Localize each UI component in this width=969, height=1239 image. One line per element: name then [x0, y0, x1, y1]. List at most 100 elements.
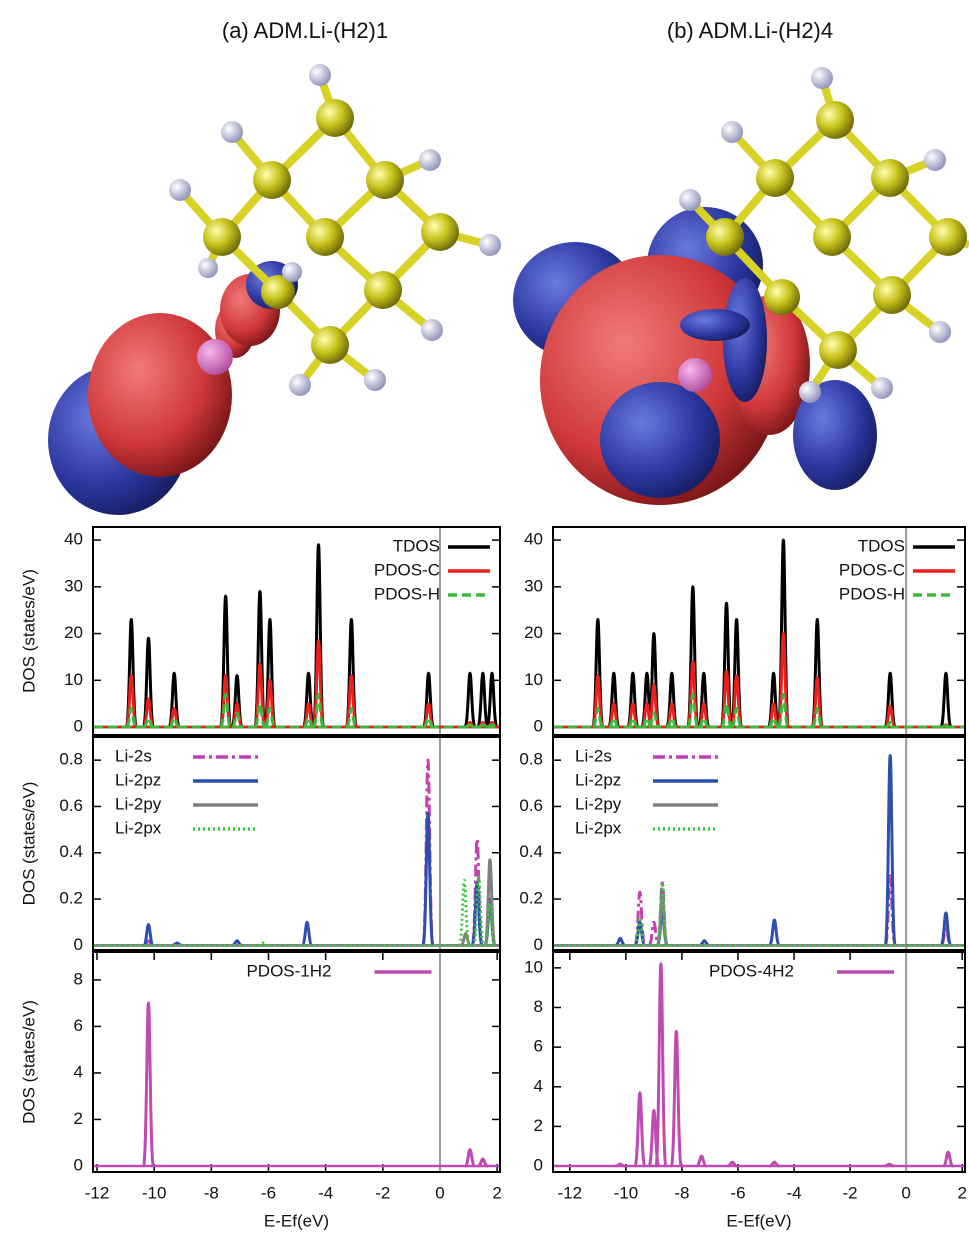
peak — [885, 756, 895, 946]
x-tick-label: 0 — [435, 1183, 444, 1202]
x-tick-label: -4 — [786, 1183, 801, 1202]
y-tick-label: 20 — [524, 623, 543, 642]
y-tick-label: 10 — [524, 670, 543, 689]
peak — [635, 1093, 645, 1166]
y-tick-label: 0.8 — [59, 750, 83, 769]
y-tick-label: 4 — [534, 1076, 543, 1095]
y-tick-label: 20 — [64, 623, 83, 642]
y-tick-label: 4 — [74, 1062, 83, 1081]
x-tick-label: -10 — [614, 1183, 639, 1202]
peak — [697, 1156, 707, 1166]
x-tick-label: -12 — [85, 1183, 110, 1202]
legend-label: PDOS-H — [839, 584, 905, 603]
peak — [671, 1031, 681, 1166]
series — [94, 1003, 499, 1166]
plot-frame — [93, 952, 500, 1172]
y-tick-label: 0.4 — [519, 842, 543, 861]
x-tick-label: -6 — [730, 1183, 745, 1202]
series — [554, 964, 964, 1166]
legend-label: PDOS-C — [374, 560, 440, 579]
plot-frame — [553, 952, 965, 1172]
legend-label: Li-2s — [115, 746, 152, 765]
x-tick-label: -2 — [375, 1183, 390, 1202]
molecule-a — [48, 64, 501, 515]
legend-label: TDOS — [858, 536, 905, 555]
legend-label: Li-2s — [575, 746, 612, 765]
y-tick-label: 10 — [64, 670, 83, 689]
y-tick-label: 6 — [534, 1037, 543, 1056]
y-tick-label: 8 — [74, 969, 83, 988]
peak — [769, 920, 779, 945]
legend-label: PDOS-C — [839, 560, 905, 579]
legend-label: Li-2pz — [575, 770, 621, 789]
peak — [465, 673, 475, 727]
x-tick-label: -8 — [674, 1183, 689, 1202]
plot-frame — [93, 527, 500, 735]
peak — [487, 673, 497, 727]
x-tick-label: 2 — [957, 1183, 966, 1202]
series — [94, 876, 499, 945]
x-tick-label: -2 — [843, 1183, 858, 1202]
legend-label: Li-2py — [575, 794, 622, 813]
series — [94, 694, 499, 727]
legend-label: PDOS-4H2 — [709, 961, 794, 980]
series — [554, 894, 964, 945]
peak — [656, 964, 666, 1166]
x-tick-label: -10 — [142, 1183, 167, 1202]
y-tick-label: 40 — [64, 530, 83, 549]
y-tick-label: 0.6 — [519, 796, 543, 815]
y-tick-label: 0 — [74, 717, 83, 736]
legend-label: Li-2pz — [115, 770, 161, 789]
plot-frame — [93, 737, 500, 950]
y-tick-label: 0.4 — [59, 842, 83, 861]
legend-label: Li-2px — [575, 818, 622, 837]
y-tick-label: 8 — [534, 997, 543, 1016]
figure: (a) ADM.Li-(H2)1 (b) ADM.Li-(H2)4 — [0, 0, 969, 1234]
y-tick-label: 0.2 — [519, 889, 543, 908]
panel-title: (b) ADM.Li-(H2)4 — [667, 18, 833, 43]
y-axis-label: DOS (states/eV) — [19, 569, 38, 693]
y-tick-label: 2 — [74, 1109, 83, 1128]
y-tick-label: 30 — [524, 576, 543, 595]
y-tick-label: 0 — [74, 935, 83, 954]
x-tick-label: 2 — [492, 1183, 501, 1202]
y-tick-label: 0 — [534, 717, 543, 736]
peak — [943, 1152, 953, 1166]
legend-label: PDOS-H — [374, 584, 440, 603]
x-axis-label: E-Ef(eV) — [726, 1211, 791, 1230]
page: (a) ADM.Li-(H2)1 (b) ADM.Li-(H2)4 — [0, 0, 969, 1234]
y-tick-label: 0.6 — [59, 796, 83, 815]
peak — [143, 1003, 153, 1166]
x-tick-label: -8 — [204, 1183, 219, 1202]
peak — [302, 922, 312, 945]
y-tick-label: 6 — [74, 1016, 83, 1035]
y-axis-label: DOS (states/eV) — [19, 782, 38, 906]
molecule-b — [513, 67, 969, 505]
legend-label: Li-2py — [115, 794, 162, 813]
peak — [478, 673, 488, 727]
y-tick-label: 40 — [524, 530, 543, 549]
plot-frame — [553, 737, 965, 950]
series — [94, 641, 499, 727]
y-axis-label: DOS (states/eV) — [19, 1000, 38, 1124]
legend-label: PDOS-1H2 — [246, 961, 331, 980]
series — [554, 876, 964, 945]
legend-label: Li-2px — [115, 818, 162, 837]
y-tick-label: 0 — [534, 1156, 543, 1175]
y-tick-label: 0 — [534, 935, 543, 954]
legend-label: TDOS — [393, 536, 440, 555]
y-tick-label: 0.8 — [519, 750, 543, 769]
y-tick-label: 30 — [64, 576, 83, 595]
panel-title: (a) ADM.Li-(H2)1 — [222, 18, 388, 43]
y-tick-label: 10 — [524, 957, 543, 976]
x-tick-label: -12 — [558, 1183, 583, 1202]
peak — [941, 673, 951, 727]
peak — [465, 1150, 475, 1166]
x-axis-label: E-Ef(eV) — [264, 1211, 329, 1230]
series — [94, 860, 499, 946]
x-tick-label: 0 — [901, 1183, 910, 1202]
y-tick-label: 0 — [74, 1155, 83, 1174]
x-tick-label: -6 — [261, 1183, 276, 1202]
y-tick-label: 2 — [534, 1116, 543, 1135]
